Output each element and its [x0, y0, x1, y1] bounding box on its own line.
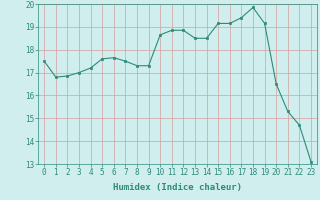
- X-axis label: Humidex (Indice chaleur): Humidex (Indice chaleur): [113, 183, 242, 192]
